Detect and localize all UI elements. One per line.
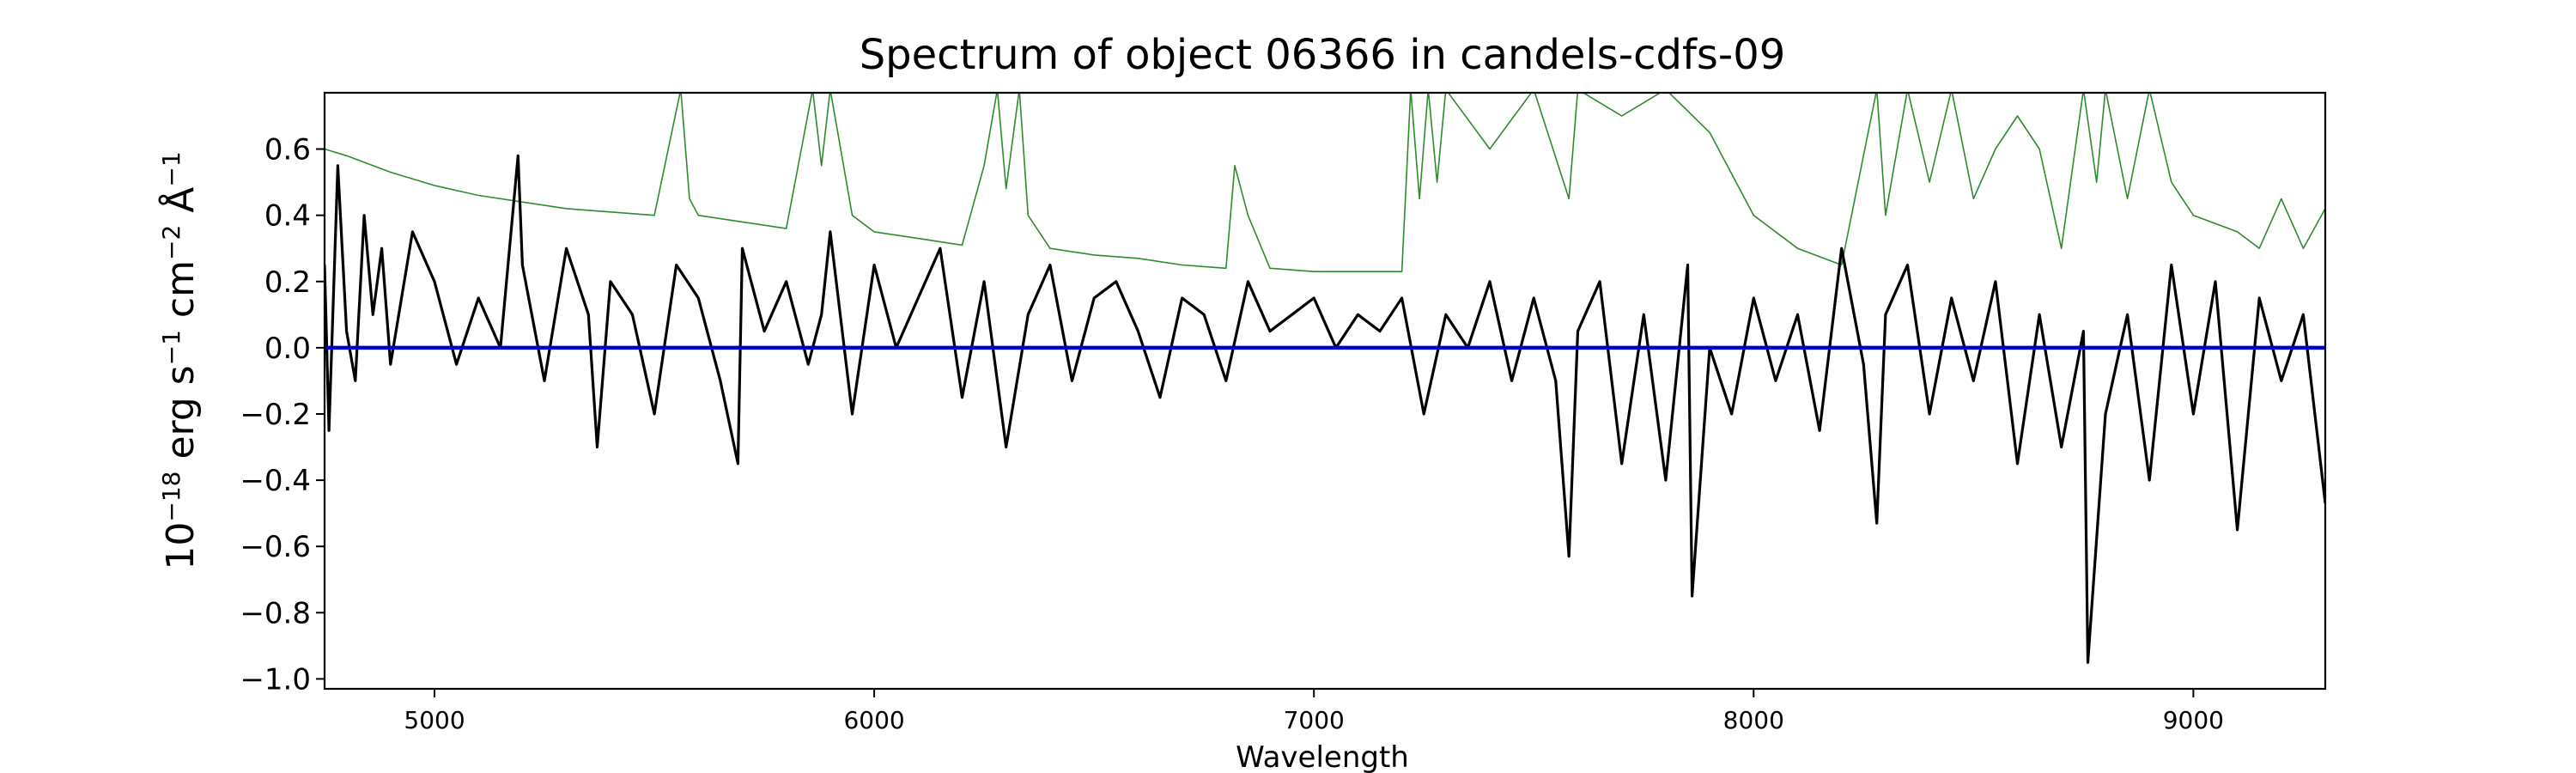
x-axis-label: Wavelength [1236, 740, 1409, 773]
x-axis: 5000 6000 7000 8000 9000 [404, 689, 2224, 734]
y-tick-label: 0.2 [264, 265, 311, 300]
ylabel-part: −2 [157, 225, 185, 260]
ylabel-part: 10 [159, 522, 203, 570]
ylabel-part: erg s [159, 365, 203, 471]
y-tick-label: −0.2 [240, 398, 311, 432]
x-tick-label: 5000 [404, 706, 465, 734]
series-layer [325, 93, 2325, 664]
y-tick-label: −0.4 [240, 464, 311, 498]
ylabel-part: cm [159, 260, 203, 330]
y-axis: 0.6 0.4 0.2 0.0 −0.2 −0.4 −0.6 −0.8 −1.0 [240, 133, 325, 697]
ylabel-part: −1 [157, 151, 185, 186]
y-tick-label: −0.8 [240, 596, 311, 630]
x-tick-label: 9000 [2163, 706, 2224, 734]
error-series-line [325, 93, 2325, 273]
x-tick-label: 7000 [1284, 706, 1345, 734]
y-axis-label: 10−18 erg s−1 cm−2 Å−1 [157, 151, 203, 569]
flux-series-line [325, 154, 2325, 664]
plot-frame [323, 91, 2327, 691]
y-tick-label: 0.0 [264, 332, 311, 366]
y-tick-label: 0.4 [264, 199, 311, 234]
svg-text:10−18 erg s−1 cm−2 Å−1: 10−18 erg s−1 cm−2 Å−1 [157, 151, 203, 569]
y-tick-label: −0.6 [240, 530, 311, 564]
y-tick-label: −1.0 [240, 662, 311, 697]
ylabel-part: −1 [157, 330, 185, 365]
y-tick-label: 0.6 [264, 133, 311, 167]
ylabel-part: −18 [157, 472, 185, 522]
ylabel-part: Å [157, 187, 203, 225]
chart-title: Spectrum of object 06366 in candels-cdfs… [860, 31, 1786, 79]
x-tick-label: 8000 [1723, 706, 1784, 734]
x-tick-label: 6000 [843, 706, 904, 734]
